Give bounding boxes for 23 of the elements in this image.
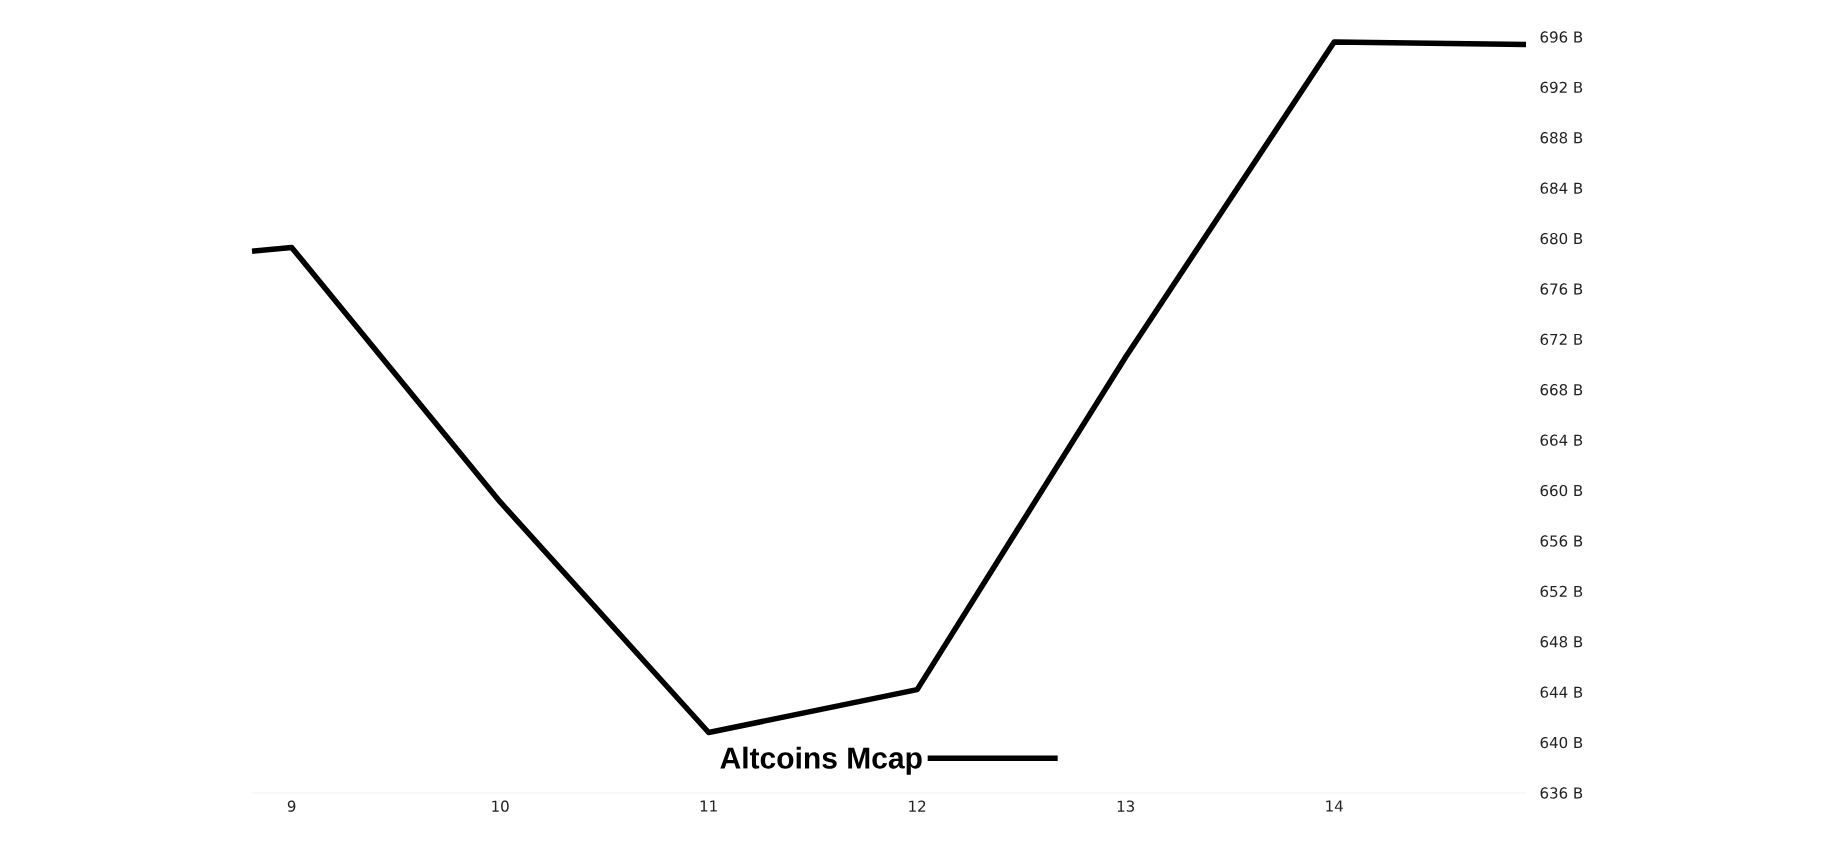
x-tick-label: 13 <box>1117 800 1135 812</box>
x-tick-label: 10 <box>492 800 509 812</box>
y-tick-label: 648 B <box>1540 636 1583 648</box>
x-tick-label: 11 <box>700 800 717 812</box>
y-tick-label: 664 B <box>1540 434 1583 446</box>
y-tick-label: 668 B <box>1540 384 1583 396</box>
legend-label: Altcoins Mcap <box>720 746 922 775</box>
y-tick-label: 652 B <box>1540 585 1583 598</box>
y-tick-label: 688 B <box>1540 132 1583 144</box>
y-tick-label: 636 B <box>1540 787 1583 799</box>
y-tick-label: 684 B <box>1540 182 1583 194</box>
x-tick-label: 9 <box>287 800 296 812</box>
y-tick-label: 672 B <box>1540 333 1583 346</box>
y-tick-label: 660 B <box>1540 484 1583 497</box>
y-tick-label: 640 B <box>1540 736 1583 749</box>
y-tick-label: 676 B <box>1540 283 1583 295</box>
y-tick-label: 680 B <box>1540 232 1583 245</box>
y-tick-label: 656 B <box>1540 535 1583 547</box>
x-tick-label: 12 <box>909 800 926 812</box>
y-tick-label: 644 B <box>1540 686 1583 698</box>
x-tick-label: 14 <box>1326 800 1343 812</box>
y-tick-label: 696 B <box>1540 31 1583 43</box>
y-tick-label: 692 B <box>1540 81 1583 94</box>
